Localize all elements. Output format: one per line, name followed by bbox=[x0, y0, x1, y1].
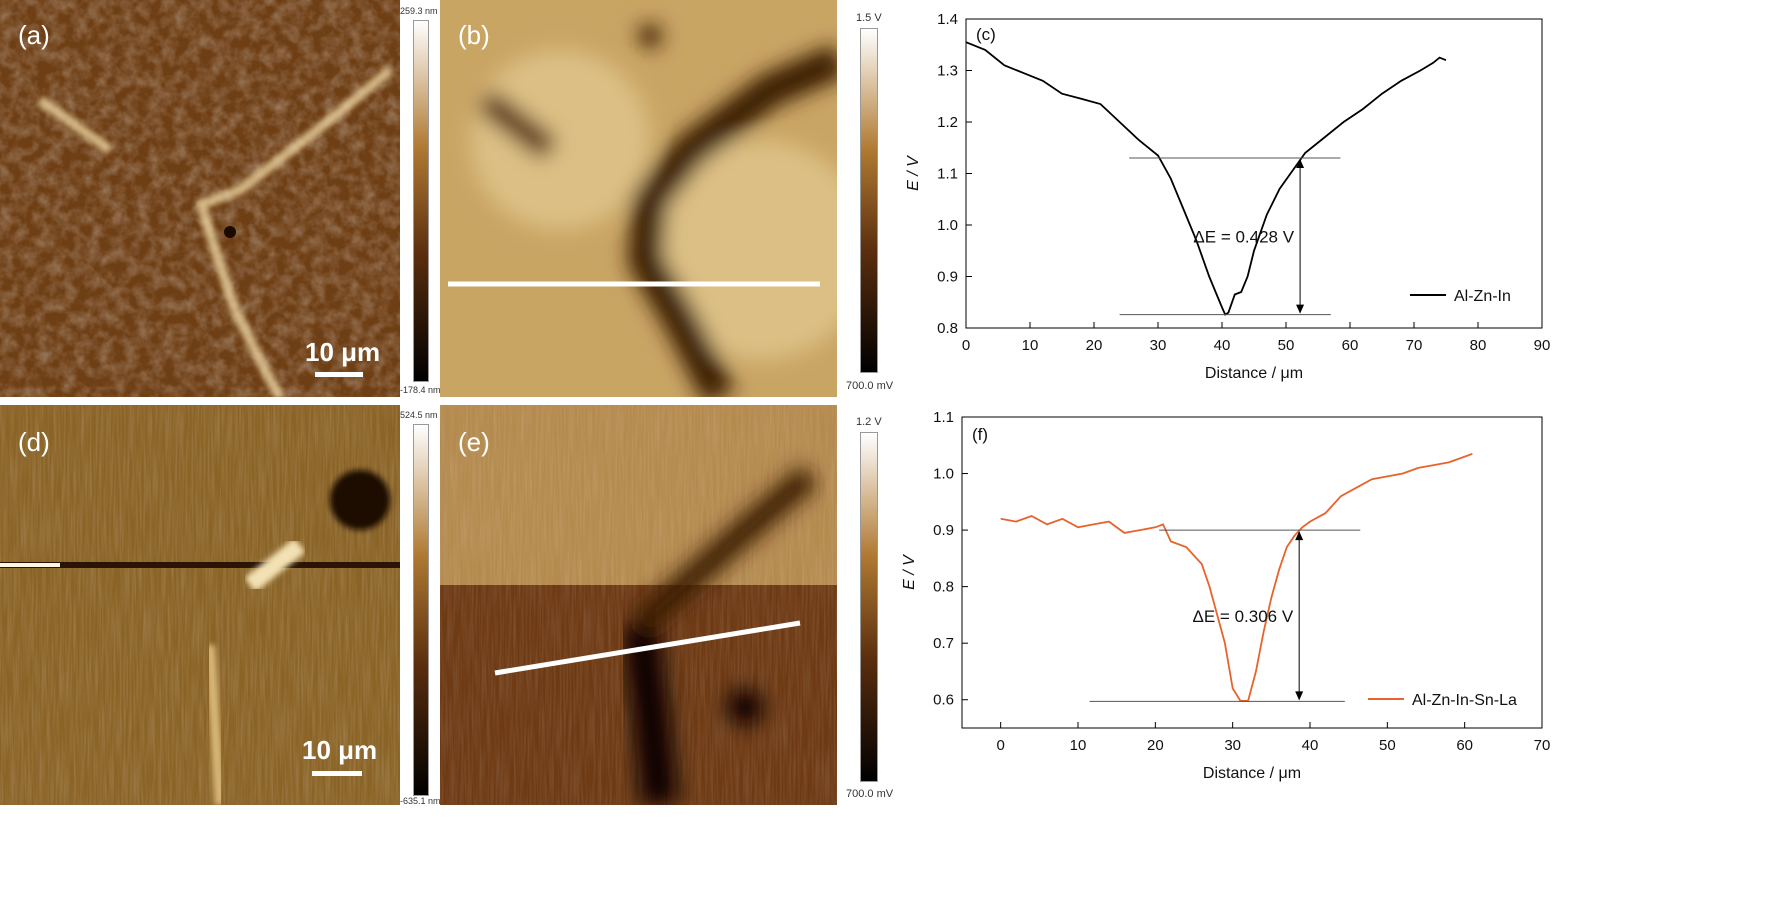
delta-annotation: ΔE = 0.306 V bbox=[1193, 607, 1294, 626]
colorbar-e-top: 1.2 V bbox=[856, 416, 882, 428]
colorbar-b-top: 1.5 V bbox=[856, 12, 882, 24]
x-axis-label: Distance / μm bbox=[1205, 365, 1303, 382]
delta-arrow-head-top bbox=[1296, 159, 1305, 169]
delta-annotation: ΔE = 0.428 V bbox=[1193, 227, 1294, 246]
panel-label-d: (d) bbox=[18, 427, 50, 457]
colorbar-e bbox=[860, 432, 878, 782]
x-axis-label: Distance / μm bbox=[1203, 765, 1301, 782]
x-tick-label: 30 bbox=[1150, 337, 1167, 354]
x-tick-label: 10 bbox=[1022, 337, 1039, 354]
afm-image-a: (a) 10 μm bbox=[0, 0, 400, 397]
afm-image-a-graphic bbox=[0, 0, 400, 397]
kpfm-image-e-graphic bbox=[440, 405, 837, 805]
panel-label: (f) bbox=[972, 425, 988, 444]
y-tick-label: 1.2 bbox=[937, 114, 958, 131]
x-tick-label: 30 bbox=[1224, 737, 1241, 754]
panel-label: (c) bbox=[976, 25, 996, 44]
x-tick-label: 20 bbox=[1147, 737, 1164, 754]
delta-arrow-head-top bbox=[1295, 531, 1304, 541]
colorbar-a-top: 259.3 nm bbox=[400, 6, 438, 16]
colorbar-a-bottom: -178.4 nm bbox=[400, 385, 441, 395]
y-axis-label: E / V bbox=[901, 554, 918, 590]
kpfm-image-b: (b) bbox=[440, 0, 837, 397]
kpfm-image-b-graphic bbox=[440, 0, 837, 397]
scalebar-a bbox=[315, 372, 363, 377]
x-tick-label: 0 bbox=[996, 737, 1004, 754]
scalebar-d bbox=[312, 771, 362, 776]
panel-label-b: (b) bbox=[458, 20, 490, 50]
y-tick-label: 0.7 bbox=[933, 635, 954, 652]
x-tick-label: 50 bbox=[1278, 337, 1295, 354]
legend-label: Al-Zn-In bbox=[1454, 288, 1511, 305]
y-axis-label: E / V bbox=[905, 155, 922, 191]
legend-label: Al-Zn-In-Sn-La bbox=[1412, 692, 1517, 709]
scalebar-label-a: 10 μm bbox=[305, 337, 381, 367]
y-tick-label: 1.3 bbox=[937, 63, 958, 80]
y-tick-label: 1.0 bbox=[933, 466, 954, 483]
x-tick-label: 0 bbox=[962, 337, 970, 354]
y-tick-label: 0.9 bbox=[937, 269, 958, 286]
scalebar-label-d: 10 μm bbox=[302, 735, 378, 765]
panel-label-a: (a) bbox=[18, 20, 50, 50]
kpfm-image-e: (e) bbox=[440, 405, 837, 805]
colorbar-d-bottom: -635.1 nm bbox=[400, 796, 441, 806]
delta-arrow-head-bottom bbox=[1296, 304, 1305, 314]
delta-arrow-head-bottom bbox=[1295, 691, 1304, 701]
y-tick-label: 1.1 bbox=[937, 166, 958, 183]
x-tick-label: 10 bbox=[1070, 737, 1087, 754]
plot-frame bbox=[961, 416, 1543, 729]
plot-frame bbox=[965, 18, 1543, 329]
y-tick-label: 0.6 bbox=[933, 692, 954, 709]
x-tick-label: 40 bbox=[1302, 737, 1319, 754]
y-tick-label: 1.0 bbox=[937, 217, 958, 234]
colorbar-d bbox=[413, 424, 429, 796]
x-tick-label: 70 bbox=[1534, 737, 1551, 754]
y-tick-label: 1.1 bbox=[933, 409, 954, 426]
afm-image-d-graphic bbox=[0, 405, 400, 805]
y-tick-label: 1.4 bbox=[937, 11, 958, 28]
series-line bbox=[1000, 452, 1473, 702]
colorbar-e-bottom: 700.0 mV bbox=[846, 788, 894, 800]
x-tick-label: 20 bbox=[1086, 337, 1103, 354]
series-line bbox=[965, 41, 1447, 316]
y-tick-label: 0.8 bbox=[933, 579, 954, 596]
x-tick-label: 70 bbox=[1406, 337, 1423, 354]
colorbar-b bbox=[860, 28, 878, 373]
y-tick-label: 0.8 bbox=[937, 320, 958, 337]
x-tick-label: 60 bbox=[1342, 337, 1359, 354]
y-tick-label: 0.9 bbox=[933, 522, 954, 539]
chart-f: 0 10 20 30 40 50 60 70 0.6 0.7 0.8 0.9 1.0 1.1 Distanc… bbox=[901, 409, 1551, 782]
x-tick-label: 60 bbox=[1456, 737, 1473, 754]
afm-image-d: (d) 10 μm bbox=[0, 405, 400, 805]
x-tick-label: 40 bbox=[1214, 337, 1231, 354]
x-tick-label: 50 bbox=[1379, 737, 1396, 754]
x-tick-label: 80 bbox=[1470, 337, 1487, 354]
panel-label-e: (e) bbox=[458, 427, 490, 457]
colorbar-b-bottom: 700.0 mV bbox=[846, 380, 894, 392]
colorbar-a bbox=[413, 20, 429, 382]
x-tick-label: 90 bbox=[1534, 337, 1551, 354]
colorbar-d-top: 524.5 nm bbox=[400, 410, 438, 420]
chart-c: 0 10 20 30 40 50 60 70 80 90 0.8 0.9 1.0 1.1 1.2 1.3 1.4… bbox=[905, 11, 1551, 382]
